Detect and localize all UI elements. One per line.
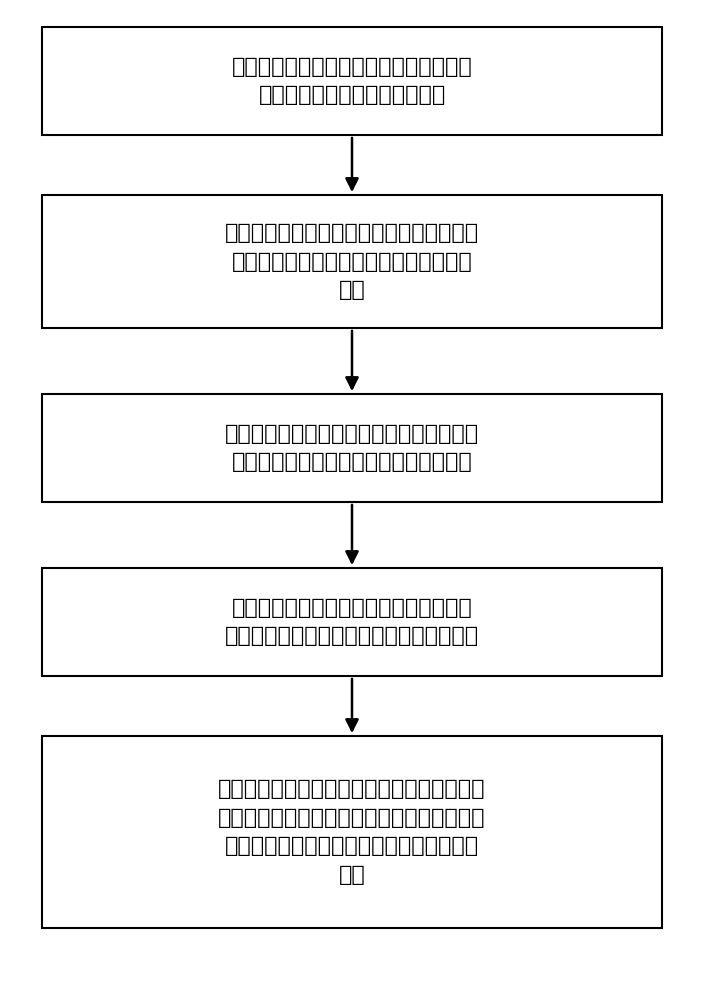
FancyBboxPatch shape [42,27,662,135]
FancyBboxPatch shape [42,394,662,502]
Text: 针对控制器滞后于过程切换的情况，将切换
过程看做稳定与不稳定子系统组成的切换
系统: 针对控制器滞后于过程切换的情况，将切换 过程看做稳定与不稳定子系统组成的切换 系… [225,223,479,300]
FancyBboxPatch shape [42,736,662,928]
Text: 设计二维迭代学习控制器，构建间歇过程的
二维增广模型，进而得到其二维闭环模型: 设计二维迭代学习控制器，构建间歇过程的 二维增广模型，进而得到其二维闭环模型 [225,424,479,472]
Text: 根据实际过程需要给出相邻阶段切换的条
件，求出状态转移矩阵，确定二维切换序列: 根据实际过程需要给出相邻阶段切换的条 件，求出状态转移矩阵，确定二维切换序列 [225,598,479,646]
FancyBboxPatch shape [42,568,662,676]
Text: 求解控制器增益保证系统控制性能最优，求出
稳定阶段的最小平均驻留时间，求出不稳定阶
段的最大平均驻留时间并据此采取提前切换
措施: 求解控制器增益保证系统控制性能最优，求出 稳定阶段的最小平均驻留时间，求出不稳定… [218,779,486,885]
FancyBboxPatch shape [42,195,662,328]
Text: 根据已有的间歇过程离散状态空间方程构
建间歇过程的混杂状态空间模型: 根据已有的间歇过程离散状态空间方程构 建间歇过程的混杂状态空间模型 [232,57,472,105]
